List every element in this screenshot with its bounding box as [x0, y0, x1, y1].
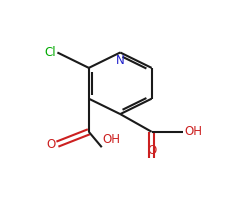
- Text: O: O: [147, 144, 156, 157]
- Text: O: O: [47, 138, 56, 151]
- Text: N: N: [116, 54, 125, 67]
- Text: Cl: Cl: [44, 46, 56, 59]
- Text: OH: OH: [102, 133, 120, 146]
- Text: OH: OH: [185, 125, 203, 138]
